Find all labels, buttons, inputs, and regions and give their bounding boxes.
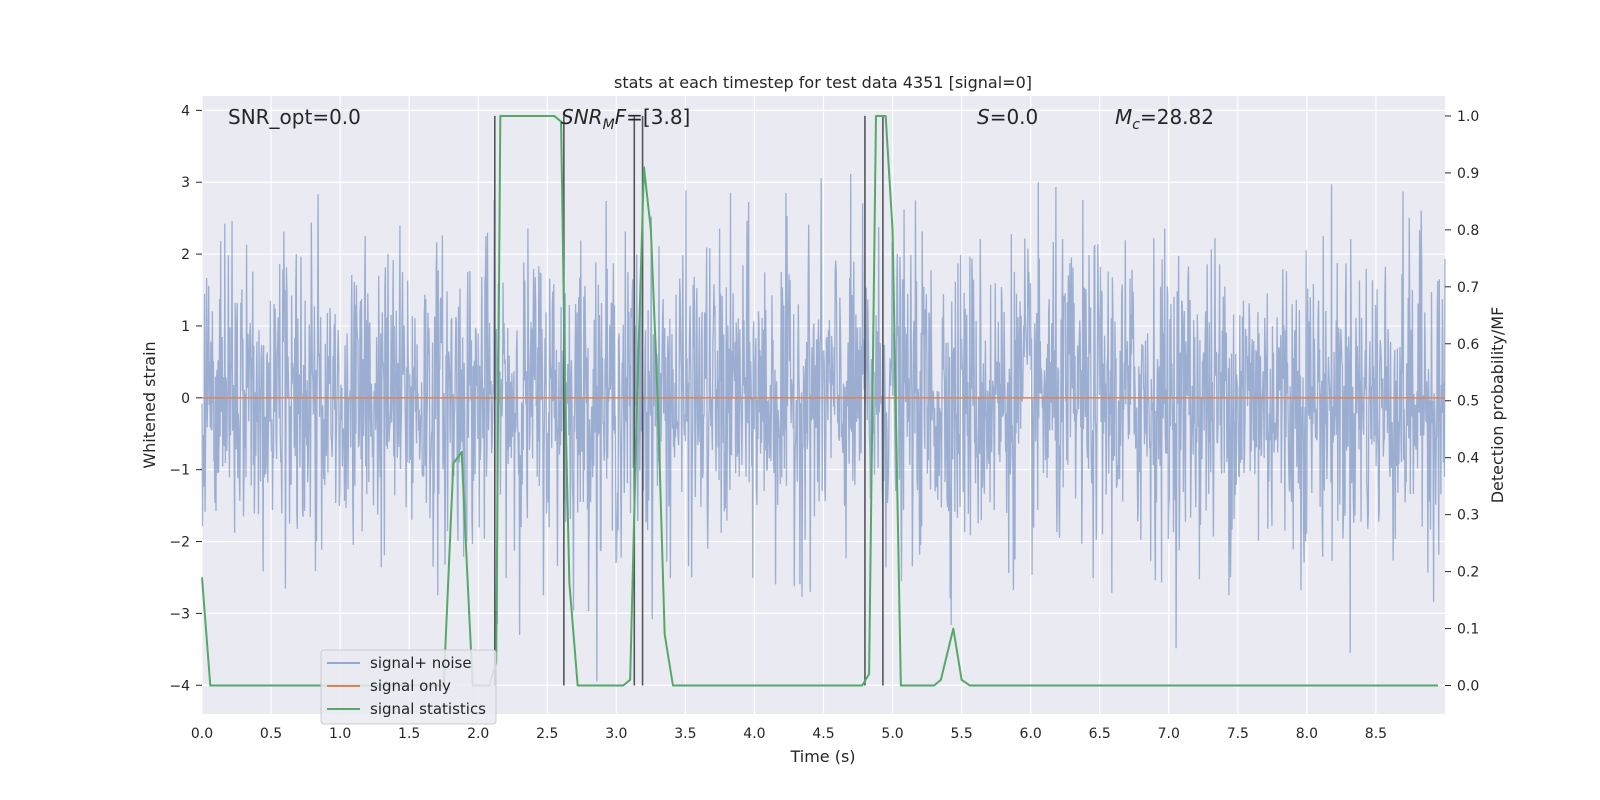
marker-lines: [493, 115, 884, 686]
x-tick-label: 5.5: [950, 726, 972, 742]
legend-box: [320, 649, 497, 725]
x-axis-ticks: 0.0 0.5 1.0 1.5 2.0 2.5 3.0 3.5 4.0 4.5 5.0 5.5 6.0 6…: [191, 726, 1387, 742]
annotation-snr-opt: SNR_opt=0.0: [228, 105, 361, 129]
x-tick-label: 5.0: [881, 726, 903, 742]
y-left-tick-label: −1: [169, 463, 190, 479]
x-tick-label: 7.5: [1227, 726, 1249, 742]
y-right-axis-ticks: 1.0 0.9 0.8 0.7 0.6 0.5 0.4 0.3 0.2 0.1 0.0: [1445, 109, 1479, 695]
grid: [201, 96, 1445, 714]
x-tick-label: 4.5: [812, 726, 834, 742]
annotation-snr-mf: SNRMF=[3.8]: [561, 105, 690, 133]
y-left-tick-label: 3: [181, 175, 190, 191]
statistics-line: [201, 114, 1439, 687]
annotation-s: S=0.0: [977, 105, 1038, 129]
y-left-tick-label: 4: [181, 103, 190, 119]
y-right-tick-label: 0.9: [1457, 166, 1479, 182]
x-tick-label: 2.5: [536, 726, 558, 742]
y-right-tick-label: 0.7: [1457, 280, 1479, 296]
y-left-tick-label: 0: [181, 391, 190, 407]
legend-label-statistics: signal statistics: [370, 700, 486, 718]
y-left-axis-ticks: 4 3 2 1 0 −1 −2 −3 −4: [169, 103, 202, 694]
x-tick-label: 8.0: [1296, 726, 1318, 742]
y-right-tick-label: 0.2: [1457, 565, 1479, 581]
x-tick-label: 0.5: [260, 726, 282, 742]
y-right-tick-label: 0.0: [1457, 679, 1479, 695]
x-tick-label: 4.0: [743, 726, 765, 742]
statistics-series: [201, 114, 1439, 687]
chart-title: stats at each timestep for test data 435…: [614, 73, 1032, 92]
annotations: SNR_opt=0.0 SNRMF=[3.8] S=0.0 Mc=28.82: [228, 105, 1214, 133]
y-right-tick-label: 0.5: [1457, 394, 1479, 410]
legend-label-noise: signal+ noise: [370, 654, 472, 672]
x-axis-label: Time (s): [789, 747, 855, 766]
x-tick-label: 8.5: [1365, 726, 1387, 742]
annotation-mc: Mc=28.82: [1115, 105, 1214, 133]
y-right-axis-label: Detection probability/MF: [1488, 307, 1507, 504]
y-right-tick-label: 0.6: [1457, 337, 1479, 353]
y-left-axis-label: Whitened strain: [140, 341, 159, 468]
y-right-tick-label: 0.3: [1457, 508, 1479, 524]
y-left-tick-label: 2: [181, 247, 190, 263]
y-right-tick-label: 1.0: [1457, 109, 1479, 125]
x-tick-label: 2.0: [467, 726, 489, 742]
y-right-tick-label: 0.1: [1457, 622, 1479, 638]
legend-label-signal-only: signal only: [370, 677, 451, 695]
x-tick-label: 0.0: [191, 726, 213, 742]
legend: signal+ noise signal only signal statist…: [320, 649, 497, 725]
y-left-tick-label: −4: [169, 678, 190, 694]
x-tick-label: 6.0: [1020, 726, 1042, 742]
y-left-tick-label: −2: [169, 535, 190, 551]
y-right-tick-label: 0.4: [1457, 451, 1479, 467]
y-left-tick-label: −3: [169, 606, 190, 622]
y-left-tick-label: 1: [181, 319, 190, 335]
y-right-tick-label: 0.8: [1457, 223, 1479, 239]
x-tick-label: 7.0: [1158, 726, 1180, 742]
x-tick-label: 1.0: [329, 726, 351, 742]
x-tick-label: 3.5: [674, 726, 696, 742]
x-tick-label: 3.0: [605, 726, 627, 742]
x-tick-label: 1.5: [398, 726, 420, 742]
x-tick-label: 6.5: [1089, 726, 1111, 742]
